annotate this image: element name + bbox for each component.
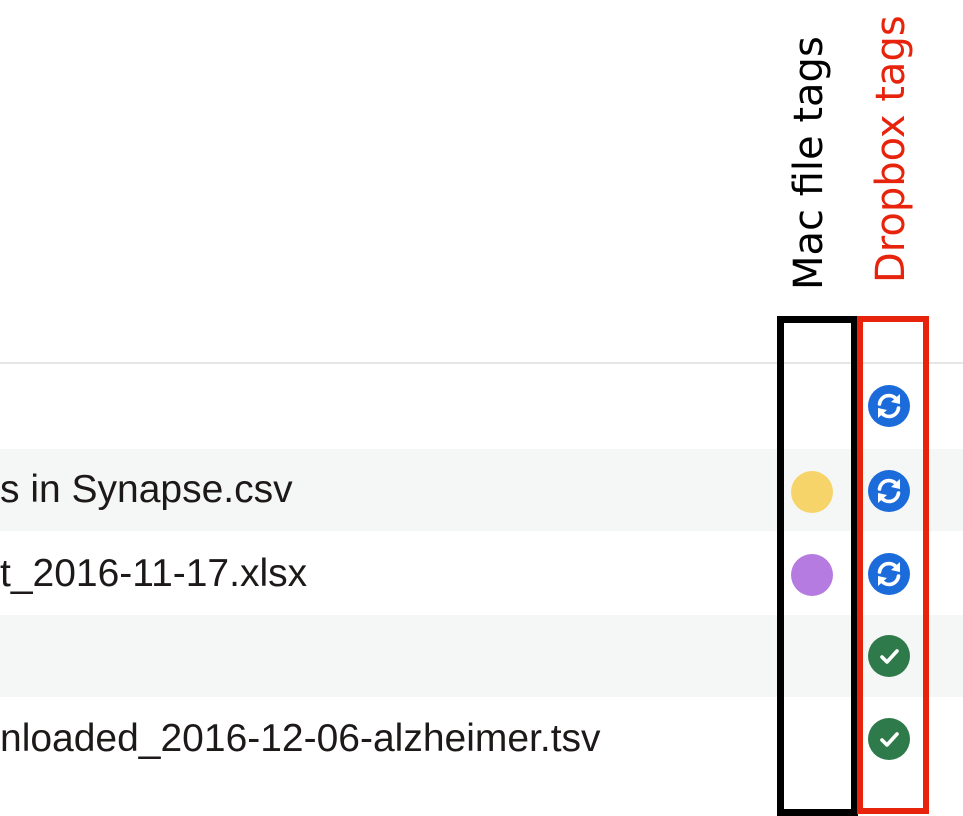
file-row[interactable] xyxy=(0,615,963,697)
dropbox-tags-label: Dropbox tags xyxy=(868,15,914,283)
dropbox-synced-check-icon xyxy=(868,718,910,760)
mac-tag-yellow-dot xyxy=(791,471,833,513)
dropbox-synced-check-icon xyxy=(868,635,910,677)
mac-file-tags-label: Mac file tags xyxy=(786,36,832,290)
mac-tag-purple-dot xyxy=(791,554,833,596)
dropbox-syncing-icon xyxy=(868,470,910,512)
dropbox-syncing-icon xyxy=(868,385,910,427)
dropbox-syncing-icon xyxy=(868,553,910,595)
file-name: nloaded_2016-12-06-alzheimer.tsv xyxy=(0,717,601,760)
file-list-divider xyxy=(0,362,963,364)
file-row[interactable] xyxy=(0,364,963,446)
dropbox-tags-highlight-box xyxy=(857,316,929,814)
file-row[interactable]: t_2016-11-17.xlsx xyxy=(0,533,963,615)
file-row[interactable]: s in Synapse.csv xyxy=(0,449,963,531)
file-row[interactable]: nloaded_2016-12-06-alzheimer.tsv xyxy=(0,698,963,780)
file-name: t_2016-11-17.xlsx xyxy=(0,552,308,595)
file-name: s in Synapse.csv xyxy=(0,468,293,511)
mac-tags-highlight-box xyxy=(777,316,858,816)
